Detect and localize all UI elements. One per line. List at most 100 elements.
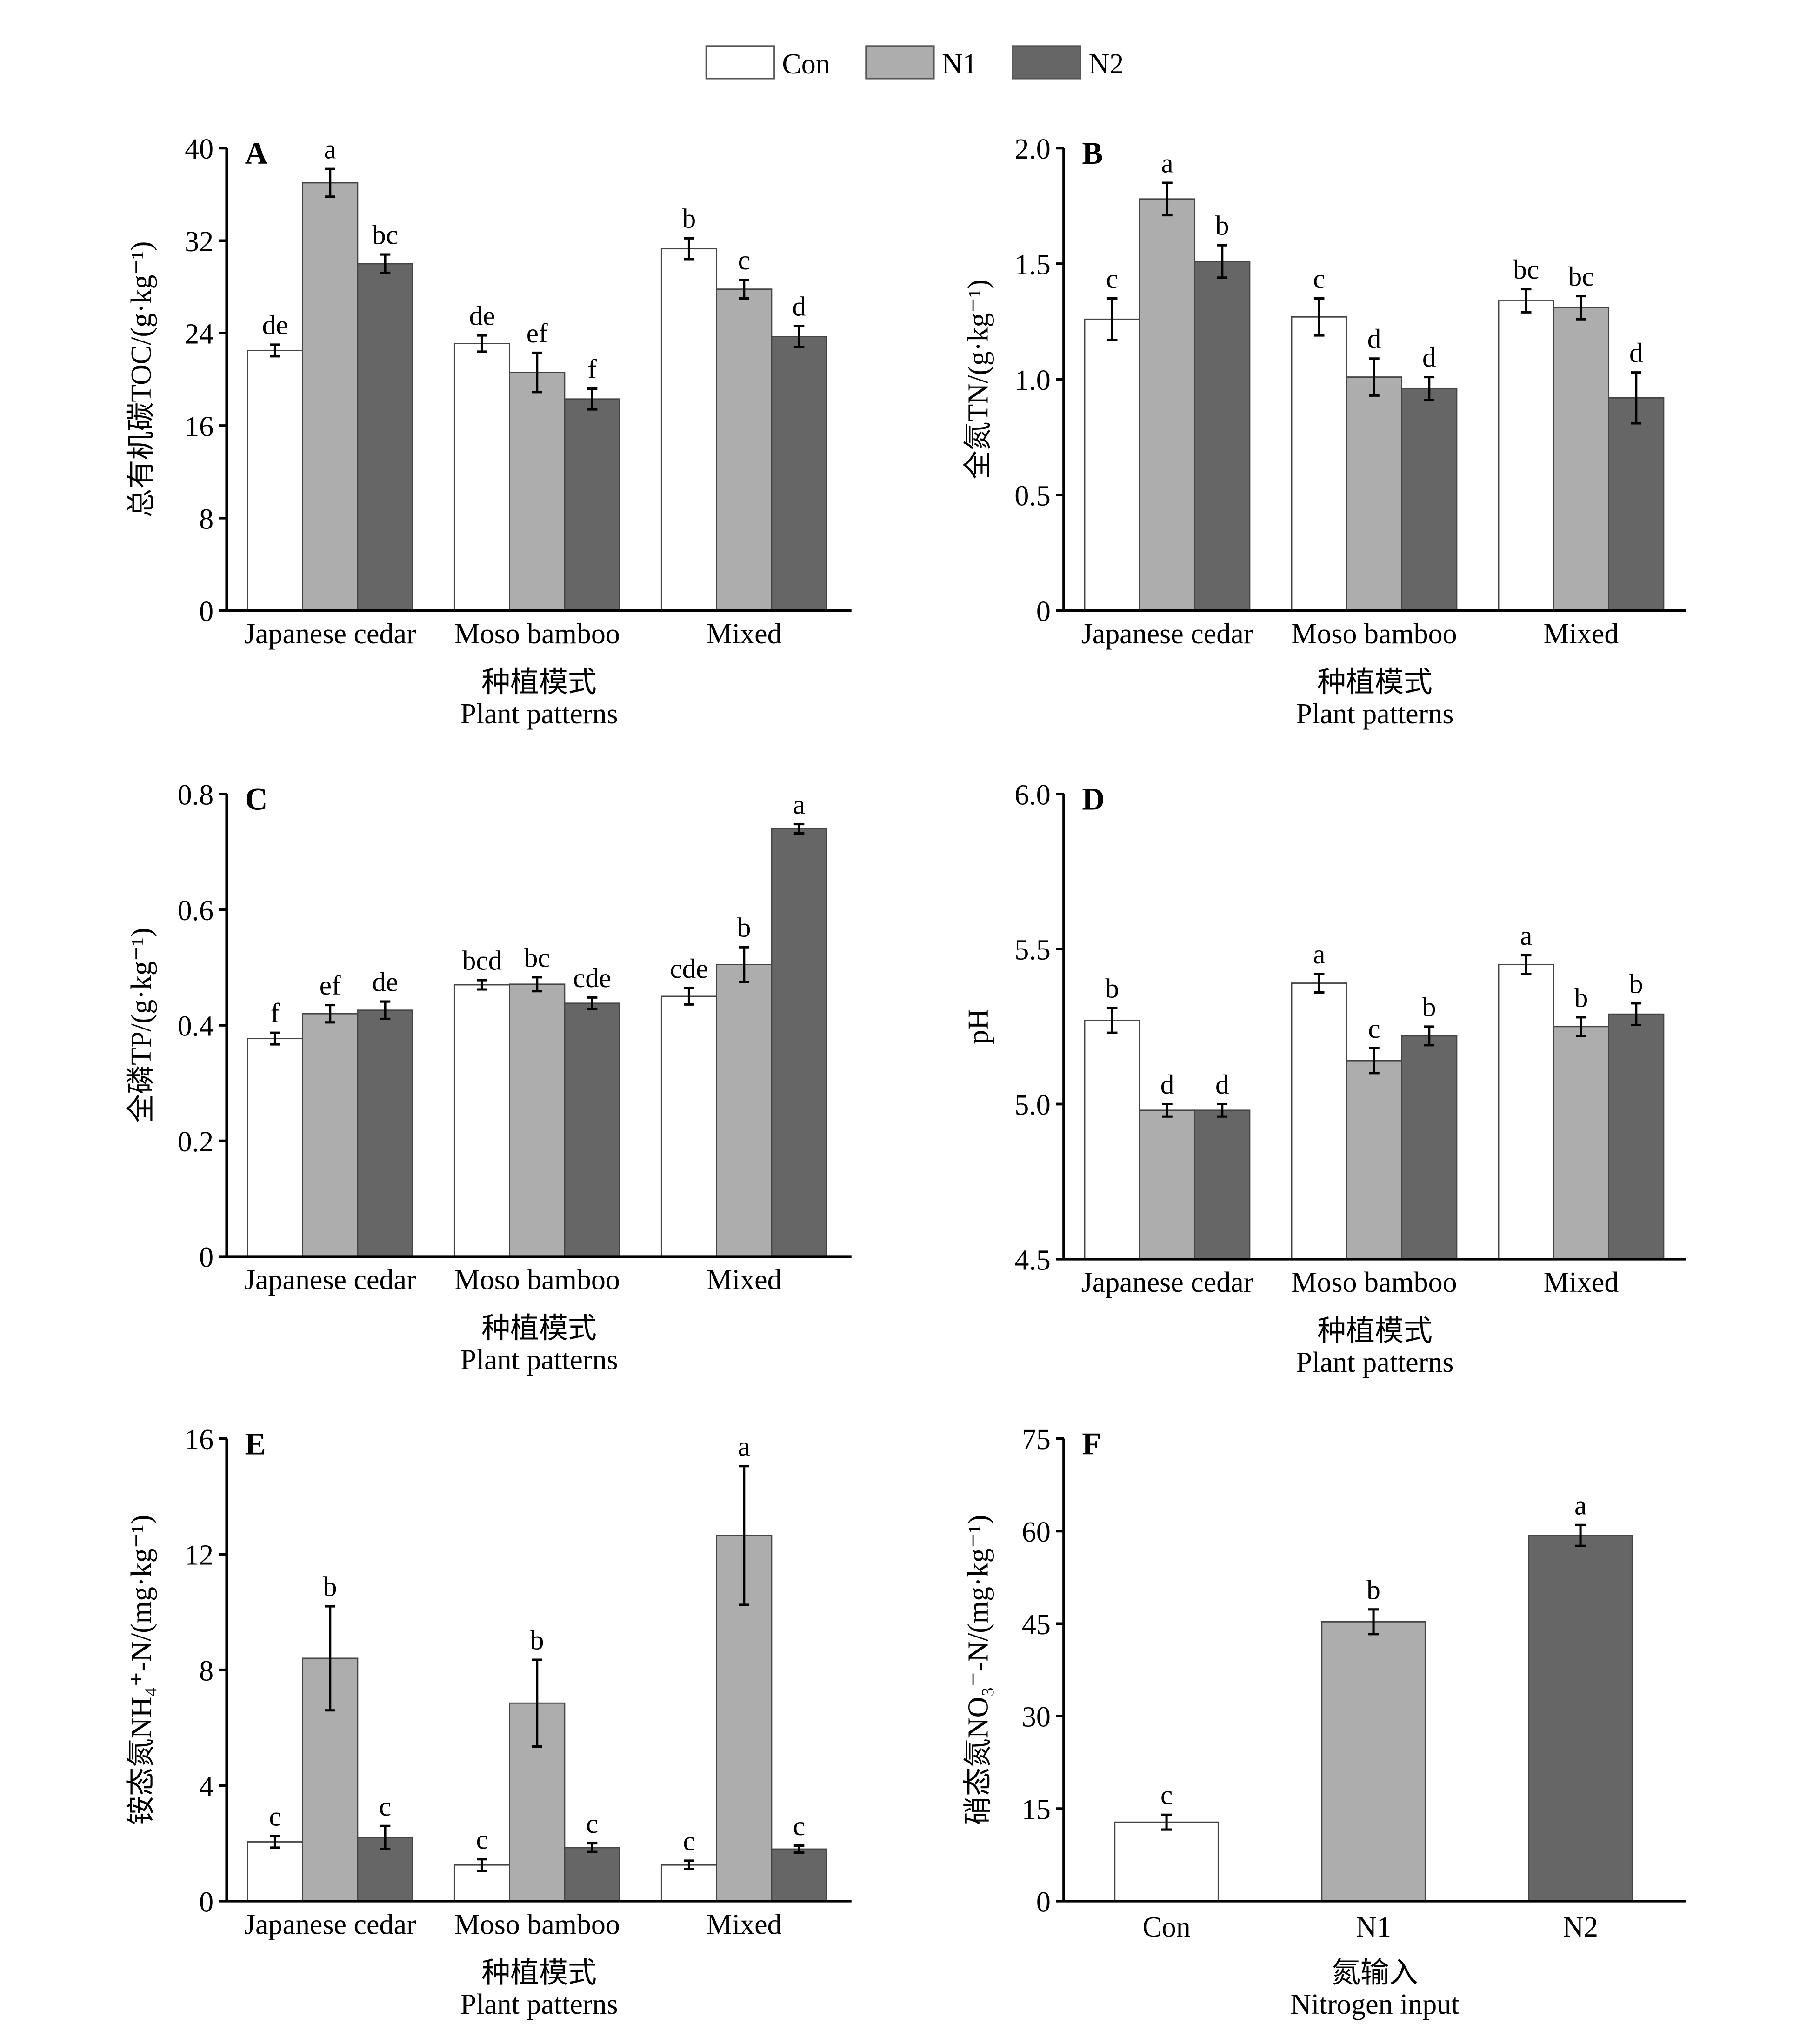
significance-letter: b bbox=[1422, 991, 1436, 1022]
panel-A: 0 8 16 24 32 40 Japanese cedar Moso bamboo Mixed… bbox=[126, 134, 852, 730]
significance-letter: c bbox=[1368, 1013, 1380, 1044]
x-tick-label: Moso bamboo bbox=[454, 1264, 620, 1296]
bar-N2-Moso bamboo bbox=[564, 1847, 620, 1902]
y-tick-label: 1.0 bbox=[1014, 365, 1050, 396]
bar-N2-Mixed bbox=[1608, 1013, 1665, 1260]
x-tick-label: Moso bamboo bbox=[1291, 1267, 1457, 1298]
y-tick-label: 0.2 bbox=[178, 1126, 213, 1158]
panel-B: 0 0.5 1.0 1.5 2.0 Japanese cedar Moso bamboo Mi… bbox=[963, 134, 1686, 730]
bar-Con-Moso bamboo bbox=[1291, 316, 1347, 612]
bar-N1-Mixed bbox=[1553, 307, 1610, 612]
bar-N2-Mixed bbox=[771, 1848, 827, 1902]
y-tick-label: 0 bbox=[199, 596, 213, 628]
significance-letter: b bbox=[737, 912, 751, 943]
x-tick-label: Japanese cedar bbox=[1081, 618, 1253, 650]
legend: Con N1 N2 bbox=[705, 45, 1124, 80]
x-axis-title-en: Plant patterns bbox=[1296, 1347, 1453, 1378]
legend-label-Con: Con bbox=[782, 48, 830, 80]
y-tick-label: 6.0 bbox=[1014, 779, 1050, 811]
significance-letter: ef bbox=[527, 318, 548, 348]
y-tick-label: 0 bbox=[199, 1886, 213, 1918]
y-tick-label: 60 bbox=[1022, 1516, 1051, 1548]
legend-swatch-N1 bbox=[865, 45, 935, 80]
x-axis-title-cn: 种植模式 bbox=[481, 1313, 597, 1344]
x-tick-label: Moso bamboo bbox=[454, 618, 620, 650]
panel-label: A bbox=[245, 136, 268, 171]
bar-N2-Japanese cedar bbox=[1194, 261, 1251, 612]
y-tick-label: 4.5 bbox=[1014, 1244, 1050, 1276]
bar-N1 bbox=[1321, 1621, 1426, 1902]
bar-N1-Japanese cedar bbox=[1139, 1109, 1196, 1260]
significance-letter: c bbox=[738, 245, 750, 275]
significance-letter: b bbox=[1366, 1574, 1380, 1605]
significance-letter: c bbox=[269, 1801, 281, 1832]
significance-letter: a bbox=[324, 134, 336, 165]
x-axis-title-en: Plant patterns bbox=[460, 698, 618, 730]
significance-letter: a bbox=[1574, 1490, 1586, 1521]
bar-Con bbox=[1114, 1821, 1219, 1902]
y-axis-title: 全磷TP/(g·kg⁻¹) bbox=[126, 928, 157, 1123]
bar-N1-Japanese cedar bbox=[1139, 198, 1196, 612]
panel-label: C bbox=[245, 782, 268, 817]
panel-label: E bbox=[245, 1426, 266, 1461]
significance-letter: b bbox=[1215, 210, 1229, 241]
x-tick-label: Moso bamboo bbox=[454, 1909, 620, 1940]
x-axis-title-cn: 种植模式 bbox=[1317, 667, 1433, 698]
significance-letter: bc bbox=[1513, 254, 1539, 285]
bar-N1-Mixed bbox=[1553, 1026, 1610, 1260]
bar-Con-Mixed bbox=[660, 248, 718, 612]
bar-Con-Mixed bbox=[660, 995, 718, 1257]
bar-N2-Moso bamboo bbox=[564, 398, 620, 612]
significance-letter: d bbox=[1215, 1069, 1229, 1100]
x-axis-title-en: Plant patterns bbox=[1296, 698, 1453, 730]
bar-N2-Mixed bbox=[771, 336, 827, 612]
significance-letter: b bbox=[1629, 968, 1643, 999]
significance-letter: bcd bbox=[462, 945, 502, 976]
significance-letter: bc bbox=[524, 942, 550, 973]
panel-D: 4.5 5.0 5.5 6.0 Japanese cedar Moso bamboo Mix… bbox=[963, 779, 1686, 1378]
significance-letter: c bbox=[793, 1810, 805, 1841]
bar-Con-Mixed bbox=[1498, 964, 1554, 1260]
legend-label-N1: N1 bbox=[942, 48, 977, 80]
bar-N1-Moso bamboo bbox=[1346, 376, 1403, 612]
bar-N1-Japanese cedar bbox=[302, 1013, 359, 1257]
bar-Con-Japanese cedar bbox=[1084, 1020, 1140, 1260]
y-tick-label: 5.5 bbox=[1014, 935, 1050, 966]
y-tick-label: 2.0 bbox=[1014, 134, 1050, 165]
bar-N1-Moso bamboo bbox=[1346, 1060, 1403, 1260]
y-tick-label: 24 bbox=[185, 319, 213, 350]
significance-letter: a bbox=[793, 789, 805, 820]
x-tick-label: Japanese cedar bbox=[1081, 1267, 1253, 1298]
legend-swatch-Con bbox=[705, 45, 775, 80]
significance-letter: f bbox=[587, 354, 597, 384]
significance-letter: d bbox=[1160, 1069, 1174, 1100]
bar-Con-Moso bamboo bbox=[453, 984, 511, 1257]
bar-Con-Mixed bbox=[1498, 300, 1554, 612]
x-axis-title-en: Plant patterns bbox=[460, 1989, 618, 2020]
x-axis-title-cn: 种植模式 bbox=[481, 1957, 597, 1989]
y-tick-label: 0.4 bbox=[178, 1011, 213, 1042]
bar-Con-Moso bamboo bbox=[1291, 982, 1347, 1260]
x-tick-label: Con bbox=[1142, 1911, 1190, 1943]
significance-letter: cde bbox=[670, 953, 708, 984]
y-tick-label: 12 bbox=[185, 1540, 213, 1571]
x-axis-title-cn: 种植模式 bbox=[481, 667, 597, 698]
significance-letter: c bbox=[1106, 263, 1118, 294]
x-axis-title-cn: 氮输入 bbox=[1332, 1957, 1418, 1989]
bar-N2-Moso bamboo bbox=[1401, 387, 1458, 612]
bar-N1-Moso bamboo bbox=[509, 983, 566, 1257]
panel-C: 0 0.2 0.4 0.6 0.8 Japanese cedar Moso bamboo Mi… bbox=[126, 779, 852, 1376]
y-axis-title: pH bbox=[963, 1009, 994, 1044]
y-tick-label: 0 bbox=[199, 1242, 213, 1274]
y-tick-label: 30 bbox=[1022, 1702, 1051, 1733]
y-tick-label: 15 bbox=[1022, 1794, 1051, 1826]
y-tick-label: 40 bbox=[185, 134, 213, 165]
y-tick-label: 8 bbox=[199, 1655, 213, 1687]
y-tick-label: 32 bbox=[185, 226, 213, 258]
bar-N2-Mixed bbox=[1608, 397, 1665, 612]
x-axis-title-en: Nitrogen input bbox=[1290, 1989, 1459, 2020]
x-axis-title-cn: 种植模式 bbox=[1317, 1315, 1433, 1347]
significance-letter: b bbox=[682, 203, 696, 234]
